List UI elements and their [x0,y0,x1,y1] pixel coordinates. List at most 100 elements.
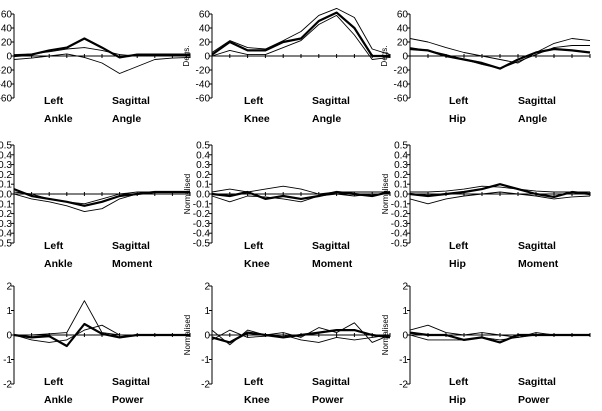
caption-side-hip-power: Left [449,376,469,388]
caption-plane-knee-moment: Sagittal [312,240,350,252]
y-tick-label-hip-moment: 0.4 [394,150,408,161]
caption-side-ankle-power: Left [44,376,64,388]
caption-joint-hip-angle: Hip [449,113,466,125]
series-normal-lower-ankle-angle [13,53,191,74]
caption-side-knee-angle: Left [244,95,264,107]
y-tick-label-knee-angle: 20 [199,38,211,49]
y-tick-label-ankle-moment: 0.1 [0,180,12,191]
y-tick-label-knee-moment: 0.5 [196,141,210,152]
y-tick-label-hip-moment: 0.5 [394,141,408,152]
y-tick-label-ankle-moment: 0.4 [0,150,12,161]
series-patient-knee-moment [211,190,391,200]
caption-plane-ankle-power: Sagittal [112,376,150,388]
y-tick-label-hip-moment: -0.5 [391,239,409,250]
series-normal-upper-knee-angle [211,7,391,56]
y-tick-label-knee-moment: 0.1 [196,180,210,191]
caption-plane-ankle-moment: Sagittal [112,240,150,252]
caption-quantity-ankle-angle: Angle [112,113,141,125]
caption-plane-hip-power: Sagittal [518,376,556,388]
y-tick-label-ankle-power: 1 [6,306,12,317]
y-tick-label-ankle-moment: 0.3 [0,160,12,171]
y-axis-label-knee-angle: Degs. [182,46,191,67]
series-normal-lower-ankle-power [13,324,190,343]
y-tick-label-knee-moment: -0.3 [193,219,211,230]
y-tick-label-knee-angle: 60 [199,10,211,21]
y-tick-label-hip-moment: 0.0 [394,190,408,201]
y-tick-label-ankle-moment: -0.3 [0,219,12,230]
caption-joint-hip-moment: Hip [449,258,466,270]
caption-plane-knee-power: Sagittal [312,376,350,388]
caption-side-hip-moment: Left [449,240,469,252]
y-tick-label-knee-angle: -20 [196,66,211,77]
y-tick-label-ankle-moment: 0.5 [0,141,12,152]
caption-joint-ankle-moment: Ankle [44,258,73,270]
series-normal-upper-ankle-power [14,300,190,336]
y-tick-label-ankle-angle: 60 [1,10,13,21]
y-tick-label-hip-moment: -0.1 [391,199,409,210]
series-normal-upper-hip-angle [409,38,591,64]
y-tick-label-hip-angle: 40 [397,24,409,35]
panel-knee-angle: 60 40 20 0 -20 -40 -60 Degs. Left Knee Sagittal Ang… [182,7,391,125]
caption-side-knee-power: Left [244,376,264,388]
y-tick-label-knee-angle: -60 [196,94,211,105]
caption-plane-knee-angle: Sagittal [312,95,350,107]
series-normal-upper-ankle-angle [13,47,191,57]
caption-quantity-knee-power: Power [312,394,344,406]
y-tick-label-ankle-power: -1 [3,355,12,366]
y-tick-label-hip-moment: -0.3 [391,219,409,230]
y-tick-label-ankle-angle: 20 [1,38,13,49]
y-tick-label-knee-moment: 0.0 [196,190,210,201]
y-tick-label-knee-moment: 0.4 [196,150,210,161]
panel-hip-angle: 60 40 20 0 -20 -40 -60 Degs. Left Hip Sagittal Angl… [380,10,591,125]
series-normal-lower-ankle-moment [13,193,190,213]
y-axis-label-hip-angle: Degs. [380,46,389,67]
caption-side-ankle-angle: Left [44,95,64,107]
y-tick-label-knee-moment: -0.2 [193,209,211,220]
y-tick-label-knee-moment: -0.5 [193,239,211,250]
y-tick-label-ankle-moment: -0.5 [0,239,12,250]
caption-quantity-knee-angle: Angle [312,113,341,125]
caption-quantity-hip-moment: Moment [518,258,559,270]
y-tick-label-hip-power: 0 [402,331,408,342]
y-tick-label-hip-power: 1 [402,306,408,317]
panel-hip-moment: 0.50.40.30.20.10.0-0.1-0.2-0.3-0.4-0.5 No… [381,141,591,270]
y-tick-label-knee-power: -1 [201,355,210,366]
series-normal-upper-hip-moment [410,185,590,193]
y-tick-label-ankle-moment: -0.1 [0,199,12,210]
caption-quantity-ankle-moment: Moment [112,258,153,270]
y-tick-label-hip-angle: 60 [397,10,409,21]
y-tick-label-knee-power: 1 [204,306,210,317]
y-tick-label-ankle-angle: -20 [0,66,12,77]
y-tick-label-ankle-angle: -40 [0,80,12,91]
panel-ankle-moment: 0.50.40.30.20.10.0-0.1-0.2-0.3-0.4-0.5 No… [0,141,191,270]
y-tick-label-hip-power: 2 [402,282,408,293]
y-tick-label-hip-angle: -20 [394,66,409,77]
series-normal-lower-hip-moment [409,191,591,205]
caption-plane-ankle-angle: Sagittal [112,95,150,107]
y-tick-label-knee-moment: -0.1 [193,199,211,210]
caption-side-hip-angle: Left [449,95,469,107]
y-tick-label-ankle-angle: -60 [0,94,12,105]
caption-plane-hip-angle: Sagittal [518,95,556,107]
y-axis-label-knee-power: Normalised [183,315,192,355]
panel-knee-moment: 0.50.40.30.20.10.0-0.1-0.2-0.3-0.4-0.5 No… [183,141,391,270]
y-tick-label-ankle-angle: 0 [6,52,12,63]
series-normal-upper-knee-moment [211,185,390,195]
series-normal-lower-knee-power [211,329,391,343]
caption-joint-knee-moment: Knee [244,258,270,270]
y-tick-label-ankle-moment: -0.4 [0,229,12,240]
caption-joint-hip-power: Hip [449,394,466,406]
y-axis-label-hip-power: Normalised [381,315,390,355]
caption-joint-knee-angle: Knee [244,113,270,125]
y-tick-label-knee-power: 2 [204,282,210,293]
series-normal-lower-hip-power [409,334,590,341]
y-tick-label-ankle-moment: 0.2 [0,170,12,181]
y-tick-label-knee-moment: 0.2 [196,170,210,181]
y-tick-label-knee-angle: 0 [204,52,210,63]
caption-joint-knee-power: Knee [244,394,270,406]
y-tick-label-knee-angle: 40 [199,24,211,35]
y-tick-label-knee-moment: -0.4 [193,229,211,240]
y-tick-label-ankle-angle: 40 [1,24,13,35]
series-patient-hip-moment [409,183,591,198]
